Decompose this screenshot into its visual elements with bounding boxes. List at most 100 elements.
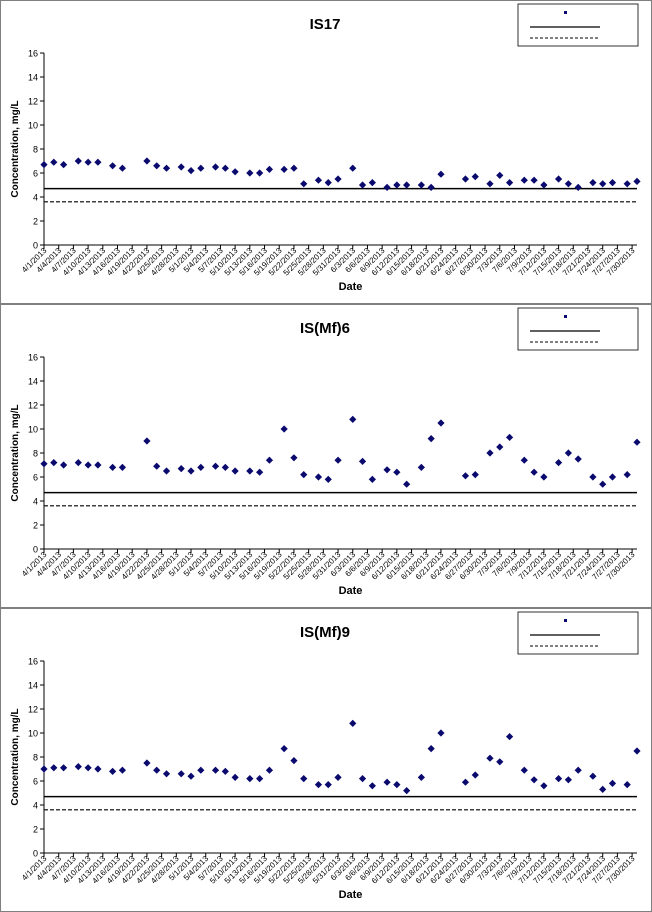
data-point (109, 767, 117, 775)
data-point (74, 763, 82, 771)
data-point (589, 772, 597, 780)
legend-marker (564, 619, 567, 622)
y-tick-label: 2 (33, 521, 38, 531)
panel-border (0, 608, 652, 912)
y-tick-label: 14 (28, 377, 38, 387)
y-tick-label: 8 (33, 145, 38, 155)
data-point (231, 467, 239, 475)
y-tick-label: 14 (28, 73, 38, 83)
y-tick-label: 10 (28, 729, 38, 739)
data-point (324, 179, 332, 187)
x-axis-label: Date (339, 889, 363, 901)
data-point (265, 165, 274, 173)
legend-box (517, 3, 639, 47)
data-point (94, 158, 102, 166)
y-tick-label: 0 (33, 849, 38, 859)
data-point (290, 454, 298, 462)
y-tick-label: 6 (33, 777, 38, 787)
y-tick-label: 2 (33, 217, 38, 227)
data-point (40, 161, 48, 169)
data-point (383, 183, 391, 191)
data-point (314, 176, 323, 184)
data-point (574, 183, 582, 191)
data-point (496, 758, 504, 766)
data-point (211, 462, 220, 470)
data-point (427, 183, 435, 191)
data-point (403, 480, 411, 488)
data-point (393, 181, 401, 189)
data-point (153, 462, 161, 470)
data-point (143, 157, 151, 165)
data-point (461, 175, 470, 183)
data-point (574, 766, 582, 774)
data-point (461, 778, 470, 786)
data-point (118, 164, 127, 172)
data-point (187, 772, 195, 780)
data-point (162, 467, 171, 475)
chart-title: IS17 (310, 16, 341, 33)
data-point (177, 163, 185, 171)
data-point (60, 461, 68, 469)
data-point (143, 437, 151, 445)
data-point (211, 163, 220, 171)
data-point (505, 733, 514, 741)
data-point (314, 473, 323, 481)
data-point (84, 158, 92, 166)
data-point (540, 181, 548, 189)
data-point (143, 759, 151, 767)
data-point (358, 181, 367, 189)
y-tick-label: 16 (28, 657, 38, 667)
legend-marker (564, 11, 567, 14)
data-point (520, 456, 528, 464)
legend (517, 611, 639, 655)
data-point (109, 162, 117, 170)
data-point (109, 463, 117, 471)
x-axis-label: Date (339, 585, 363, 597)
legend-box (517, 611, 639, 655)
data-point (437, 419, 445, 427)
panel-border (0, 304, 652, 608)
data-point (187, 167, 195, 175)
data-point (530, 176, 538, 184)
data-point (300, 775, 308, 783)
data-point (486, 180, 494, 188)
y-tick-label: 12 (28, 97, 38, 107)
data-point (153, 766, 161, 774)
data-point (633, 747, 641, 755)
data-point (554, 175, 563, 183)
y-tick-label: 10 (28, 425, 38, 435)
data-point (187, 467, 195, 475)
data-point (368, 179, 376, 187)
data-point (162, 770, 171, 778)
data-point (60, 161, 68, 169)
data-point (417, 181, 425, 189)
data-point (231, 168, 239, 176)
chart-title: IS(Mf)6 (300, 320, 350, 337)
panel-border (0, 0, 652, 304)
y-tick-label: 6 (33, 473, 38, 483)
data-point (40, 765, 48, 773)
x-axis-label: Date (339, 281, 363, 293)
data-point (564, 776, 572, 784)
data-point (608, 473, 617, 481)
data-point (50, 158, 58, 166)
y-tick-label: 16 (28, 353, 38, 363)
data-point (300, 471, 308, 479)
data-point (471, 471, 479, 479)
data-point (300, 180, 308, 188)
data-point (280, 425, 288, 433)
data-point (40, 460, 48, 468)
data-point (197, 766, 205, 774)
data-point (118, 463, 127, 471)
data-point (74, 157, 82, 165)
y-tick-label: 6 (33, 169, 38, 179)
y-axis-label: Concentration, mg/L (10, 404, 21, 501)
y-tick-label: 8 (33, 449, 38, 459)
data-point (540, 473, 548, 481)
data-point (265, 456, 274, 464)
y-axis-label: Concentration, mg/L (10, 100, 21, 197)
data-point (256, 468, 264, 476)
data-point (256, 169, 264, 177)
